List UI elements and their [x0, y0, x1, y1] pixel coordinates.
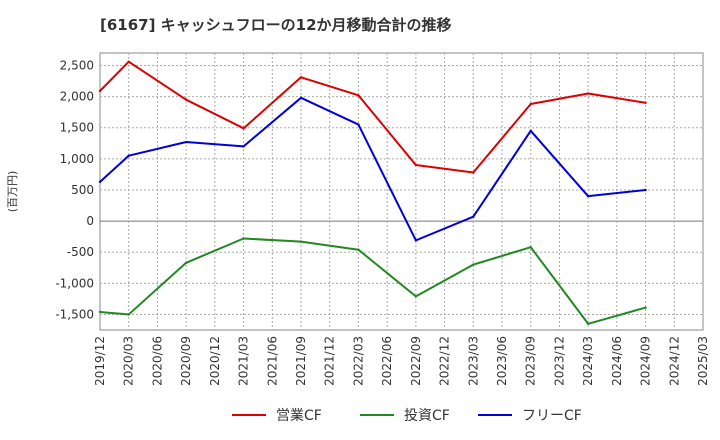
y-tick-label: -1,000: [55, 276, 94, 290]
y-tick-label: 2,500: [60, 58, 94, 72]
x-tick-label: 2024/09: [639, 336, 653, 386]
data-point: [414, 295, 418, 298]
legend: 営業CF 投資CF フリーCF: [232, 408, 582, 424]
series-line-3: [99, 96, 646, 242]
x-tick-label: 2022/12: [438, 336, 452, 386]
x-tick-label: 2020/12: [208, 336, 222, 386]
x-tick-label: 2024/12: [667, 336, 681, 386]
y-tick-label: -500: [67, 245, 94, 259]
data-point: [98, 310, 102, 314]
x-tick-label: 2022/09: [409, 336, 423, 386]
x-tick-label: 2019/12: [93, 336, 107, 386]
chart-title: [6167] キャッシュフローの12か月移動合計の推移: [100, 16, 452, 34]
legend-label-3: フリーCF: [522, 408, 582, 424]
data-point: [414, 163, 418, 167]
data-point: [529, 102, 532, 106]
data-point: [644, 101, 647, 104]
data-point: [586, 322, 590, 325]
data-point: [299, 96, 303, 100]
series-line-1: [99, 60, 646, 174]
data-point: [98, 180, 102, 184]
legend-label-2: 投資CF: [404, 408, 450, 424]
legend-label-1: 営業CF: [276, 408, 322, 424]
x-tick-label: 2020/06: [150, 336, 164, 386]
data-point: [414, 239, 418, 242]
data-point: [472, 215, 475, 218]
x-tick-label: 2022/06: [380, 336, 394, 386]
data-point: [127, 154, 130, 157]
y-tick-label: 500: [71, 183, 94, 197]
data-point: [184, 98, 188, 101]
plot-frame: [99, 52, 704, 331]
x-tick-label: 2022/03: [351, 336, 365, 386]
x-tick-label: 2025/03: [696, 336, 710, 386]
data-point: [184, 261, 188, 264]
y-tick-label: 1,500: [60, 121, 94, 135]
data-point: [127, 313, 130, 316]
data-point: [357, 94, 360, 97]
y-tick-label: 0: [86, 214, 94, 228]
y-tick-label: 2,000: [60, 90, 94, 104]
data-point: [242, 145, 245, 148]
data-point: [299, 76, 303, 79]
x-tick-label: 2021/03: [237, 336, 251, 386]
x-axis-ticks: 2019/12 2020/03 2020/06 2020/09 2020/12 2021/…: [93, 336, 710, 386]
x-tick-label: 2023/03: [466, 336, 480, 386]
series-line-2: [99, 237, 646, 325]
data-point: [586, 194, 590, 198]
data-point: [472, 263, 475, 266]
data-point: [529, 246, 532, 249]
y-axis-ticks: -1,500 -1,000 -500 0 500 1,000 1,500 2,000 2,500: [55, 58, 94, 321]
y-axis-label: (百万円): [6, 171, 19, 213]
y-tick-label: -1,500: [55, 307, 94, 321]
data-point: [127, 60, 130, 63]
x-tick-label: 2024/03: [581, 336, 595, 386]
x-tick-label: 2021/12: [323, 336, 337, 386]
data-point: [299, 240, 303, 243]
data-point: [586, 92, 590, 95]
data-point: [184, 140, 188, 144]
x-tick-label: 2023/09: [524, 336, 538, 386]
grid-layer: [100, 53, 703, 330]
data-point: [242, 127, 245, 130]
data-point: [529, 129, 532, 133]
data-point: [472, 171, 475, 174]
data-point: [644, 188, 647, 192]
data-point: [644, 306, 647, 309]
data-point: [357, 123, 360, 126]
series-layer: [98, 60, 647, 325]
y-tick-label: 1,000: [60, 152, 94, 166]
x-tick-label: 2023/06: [495, 336, 509, 386]
data-point: [98, 89, 102, 93]
data-point: [357, 248, 360, 251]
x-tick-label: 2020/09: [179, 336, 193, 386]
x-tick-label: 2024/06: [610, 336, 624, 386]
x-tick-label: 2021/09: [294, 336, 308, 386]
data-point: [242, 237, 245, 240]
x-tick-label: 2020/03: [122, 336, 136, 386]
x-tick-label: 2021/06: [265, 336, 279, 386]
x-tick-label: 2023/12: [552, 336, 566, 386]
